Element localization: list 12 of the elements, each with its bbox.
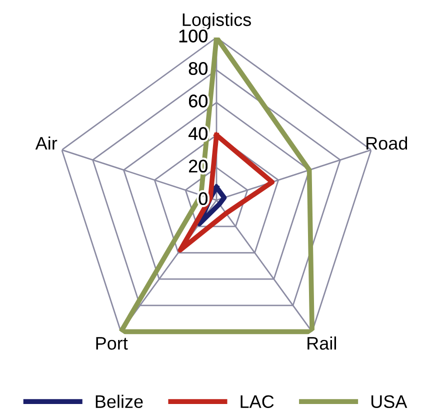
spoke-label: Road bbox=[366, 136, 408, 150]
legend-label: LAC bbox=[240, 395, 274, 408]
y-tick-label: 80 bbox=[188, 62, 208, 75]
legend-label: Belize bbox=[96, 394, 143, 408]
spoke-label: Logistics bbox=[182, 12, 251, 30]
y-tick-label: 0 bbox=[198, 192, 208, 206]
legend-label: USA bbox=[371, 395, 408, 408]
y-tick-label: 100 bbox=[179, 30, 208, 42]
spoke-label: Port bbox=[96, 337, 128, 350]
spoke-label: Rail bbox=[308, 336, 336, 350]
y-tick-label: 60 bbox=[189, 94, 208, 108]
spoke-label: Air bbox=[35, 136, 58, 150]
